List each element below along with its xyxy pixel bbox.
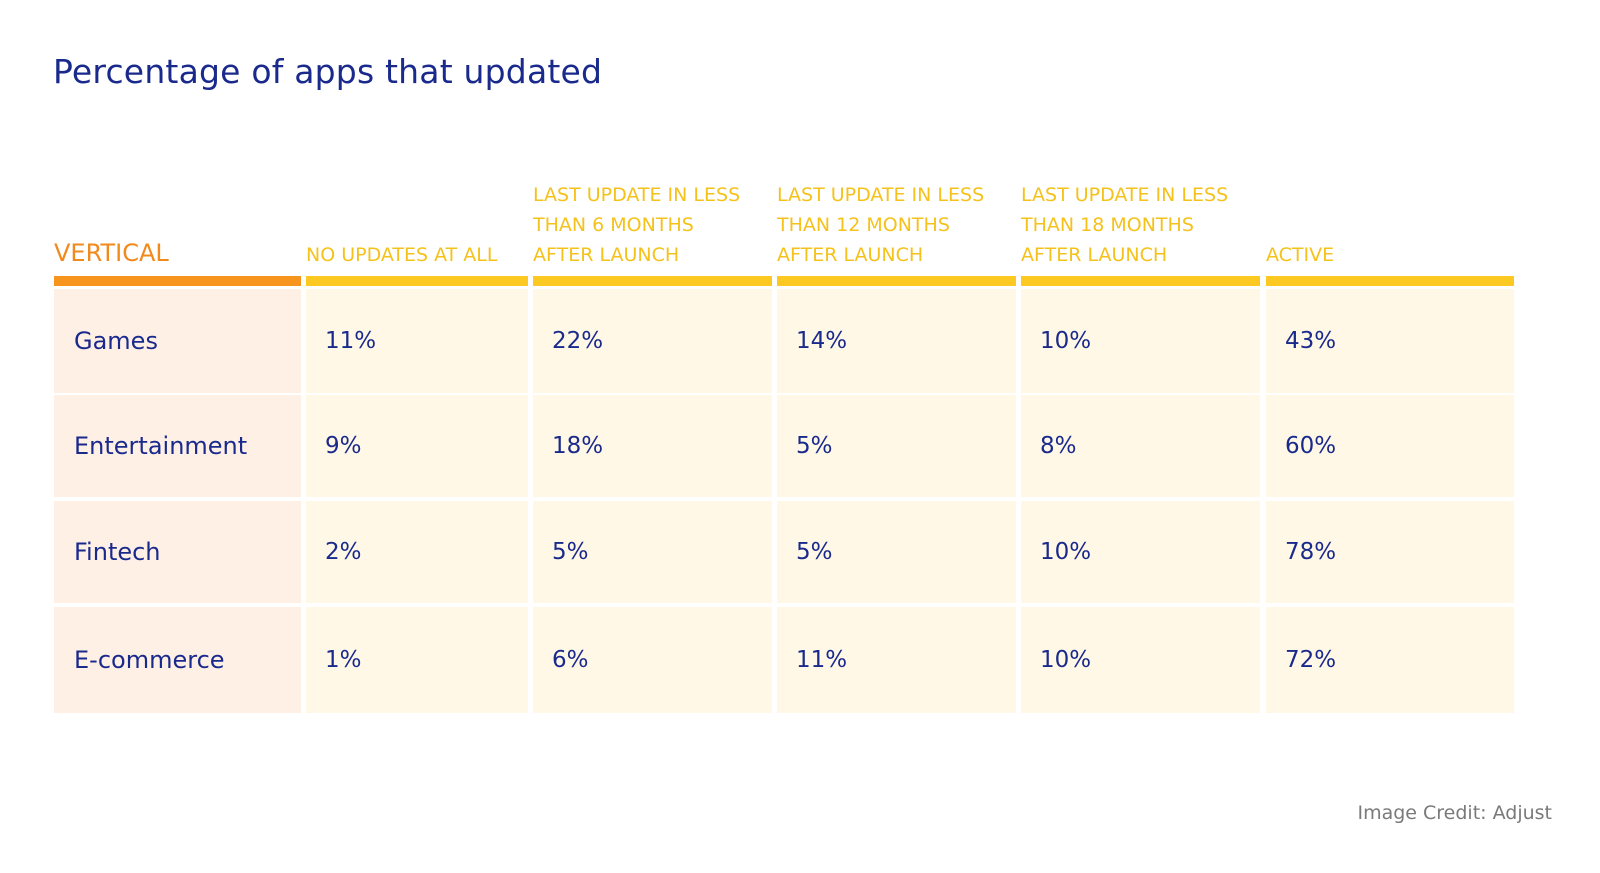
table-cell: 18% bbox=[533, 395, 772, 497]
table-cell: 22% bbox=[533, 289, 772, 393]
table-cell: 78% bbox=[1266, 501, 1514, 603]
table-cell: 43% bbox=[1266, 289, 1514, 393]
table-cell: 14% bbox=[777, 289, 1016, 393]
table-cell: 6% bbox=[533, 607, 772, 713]
row-label: Fintech bbox=[54, 501, 301, 603]
table-cell: 10% bbox=[1021, 607, 1260, 713]
table-cell: 10% bbox=[1021, 289, 1260, 393]
header-underline bbox=[1021, 276, 1260, 286]
table-cell: 8% bbox=[1021, 395, 1260, 497]
table-cell: 5% bbox=[533, 501, 772, 603]
column-header: LAST UPDATE IN LESS THAN 6 MONTHS AFTER … bbox=[533, 184, 741, 266]
header-underline bbox=[777, 276, 1016, 286]
table-cell: 11% bbox=[777, 607, 1016, 713]
table-cell: 2% bbox=[306, 501, 528, 603]
column-5: ACTIVE 43% 60% 78% 72% bbox=[1266, 0, 1514, 873]
header-underline bbox=[533, 276, 772, 286]
table-cell: 1% bbox=[306, 607, 528, 713]
table-cell: 5% bbox=[777, 395, 1016, 497]
row-label: Games bbox=[54, 289, 301, 393]
row-label: E-commerce bbox=[54, 607, 301, 713]
table-cell: 5% bbox=[777, 501, 1016, 603]
column-header: LAST UPDATE IN LESS THAN 18 MONTHS AFTER… bbox=[1021, 184, 1229, 266]
table-cell: 10% bbox=[1021, 501, 1260, 603]
table-cell: 72% bbox=[1266, 607, 1514, 713]
header-underline bbox=[1266, 276, 1514, 286]
table-cell: 9% bbox=[306, 395, 528, 497]
column-header: LAST UPDATE IN LESS THAN 12 MONTHS AFTER… bbox=[777, 184, 985, 266]
header-underline bbox=[54, 276, 301, 286]
column-header: NO UPDATES AT ALL bbox=[306, 244, 498, 266]
image-credit: Image Credit: Adjust bbox=[1357, 802, 1552, 824]
table-cell: 60% bbox=[1266, 395, 1514, 497]
column-1: NO UPDATES AT ALL 11% 9% 2% 1% bbox=[306, 0, 528, 873]
row-label: Entertainment bbox=[54, 395, 301, 497]
table-cell: 11% bbox=[306, 289, 528, 393]
column-header: ACTIVE bbox=[1266, 244, 1335, 266]
column-header: VERTICAL bbox=[54, 239, 169, 267]
column-4: LAST UPDATE IN LESS THAN 18 MONTHS AFTER… bbox=[1021, 0, 1260, 873]
header-underline bbox=[306, 276, 528, 286]
column-2: LAST UPDATE IN LESS THAN 6 MONTHS AFTER … bbox=[533, 0, 772, 873]
column-3: LAST UPDATE IN LESS THAN 12 MONTHS AFTER… bbox=[777, 0, 1016, 873]
page-title: Percentage of apps that updated bbox=[53, 52, 603, 91]
column-0: VERTICAL Games Entertainment Fintech E-comme… bbox=[54, 0, 301, 873]
